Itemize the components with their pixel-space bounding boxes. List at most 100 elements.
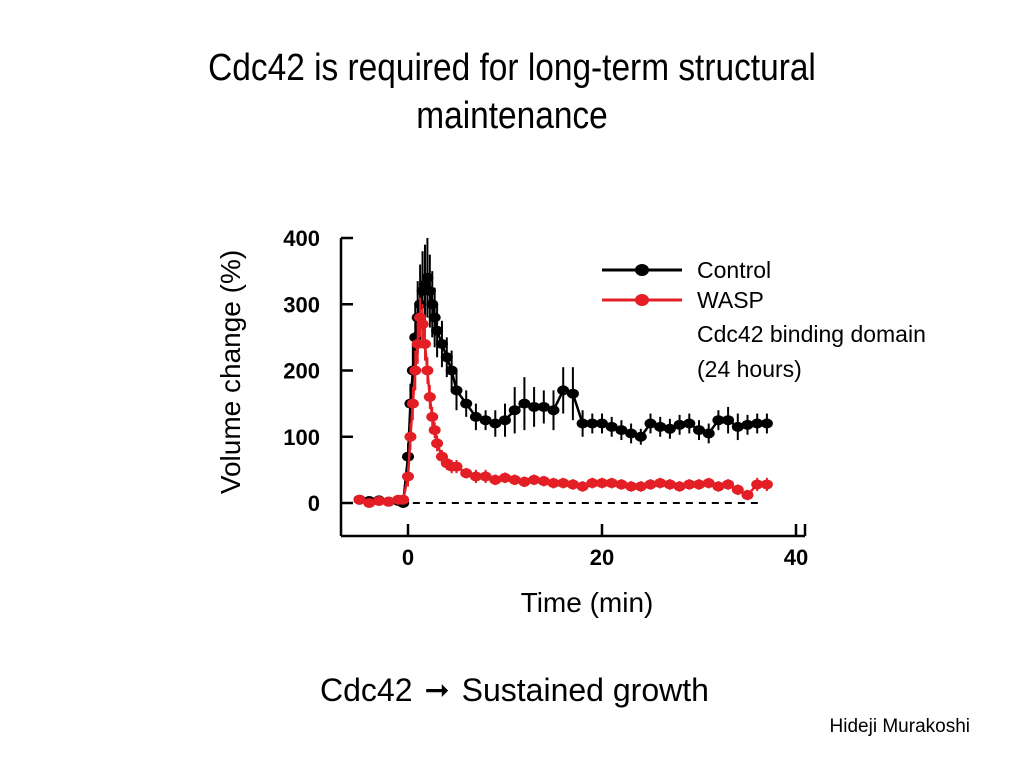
y-axis-label: Volume change (%)	[215, 250, 246, 494]
author-name: Hideji Murakoshi	[829, 716, 970, 737]
legend-label: Control	[697, 257, 771, 283]
data-point	[702, 428, 715, 439]
right-arrow-icon: ➞	[424, 674, 450, 707]
data-point	[528, 474, 541, 485]
data-point	[596, 418, 608, 429]
data-point	[469, 411, 482, 422]
data-point	[751, 479, 764, 490]
data-point	[423, 392, 436, 402]
data-point	[426, 411, 439, 422]
data-point	[409, 365, 422, 376]
data-point	[479, 471, 492, 482]
data-point	[712, 415, 725, 426]
data-point	[615, 479, 628, 490]
data-point	[644, 418, 657, 429]
data-point	[760, 479, 773, 490]
data-point	[576, 418, 589, 429]
data-point	[404, 431, 417, 442]
data-point	[741, 490, 754, 501]
data-point	[625, 428, 638, 439]
data-point	[693, 479, 705, 490]
data-point	[683, 418, 696, 429]
conclusion-right: Sustained growth	[461, 672, 709, 708]
data-point	[508, 405, 521, 416]
data-point	[382, 496, 395, 507]
slide-title-line-1: Cdc42 is required for long-term structur…	[208, 47, 816, 89]
x-tick-label: 20	[590, 545, 614, 570]
data-point	[450, 385, 463, 396]
data-point	[605, 421, 618, 432]
data-point	[421, 365, 434, 376]
y-tick-label: 400	[283, 226, 320, 251]
data-point	[557, 478, 570, 489]
data-point	[731, 421, 744, 432]
slide-title: Cdc42 is required for long-term structur…	[149, 44, 874, 140]
data-point	[363, 498, 376, 508]
data-point	[683, 479, 696, 490]
data-point	[693, 425, 705, 436]
data-point	[586, 478, 599, 489]
data-point	[634, 431, 647, 442]
data-point	[402, 471, 414, 482]
y-tick-label: 0	[308, 491, 320, 516]
data-point	[528, 401, 541, 412]
data-point	[566, 479, 579, 490]
data-point	[654, 421, 667, 432]
data-point	[499, 415, 511, 426]
data-point	[712, 481, 725, 492]
data-point	[547, 478, 560, 489]
data-point	[673, 419, 686, 430]
data-point	[353, 494, 366, 505]
data-point	[460, 398, 473, 409]
y-tick-label: 200	[283, 359, 320, 384]
data-point	[450, 461, 463, 472]
data-point	[416, 319, 429, 330]
data-point	[566, 388, 579, 399]
legend-swatch-marker	[635, 294, 649, 306]
legend-note: (24 hours)	[697, 356, 802, 382]
data-point	[673, 481, 686, 492]
data-point	[469, 471, 482, 482]
data-point	[508, 474, 521, 485]
conclusion-left: Cdc42	[320, 672, 413, 708]
data-point	[435, 339, 448, 349]
data-point	[731, 484, 744, 495]
data-point	[760, 418, 773, 429]
data-point	[576, 481, 589, 492]
data-point	[702, 478, 715, 489]
x-axis-label: Time (min)	[521, 587, 654, 618]
data-point	[428, 425, 441, 436]
conclusion-statement: Cdc42 ➞ Sustained growth	[320, 672, 709, 709]
data-point	[445, 365, 458, 376]
series-wasp	[353, 297, 773, 508]
data-point	[489, 418, 502, 429]
data-point	[615, 425, 628, 436]
data-point	[431, 438, 444, 449]
data-point	[586, 418, 599, 429]
data-point	[479, 415, 492, 426]
data-point	[397, 494, 410, 505]
x-tick-label: 40	[784, 545, 808, 570]
data-point	[489, 474, 502, 485]
data-point	[625, 481, 638, 492]
legend-label: WASP	[697, 287, 764, 313]
data-point	[557, 385, 570, 396]
y-tick-label: 300	[283, 292, 320, 317]
y-tick-label: 100	[283, 425, 320, 450]
legend-note: Cdc42 binding domain	[697, 321, 926, 347]
data-point	[654, 478, 667, 489]
slide-title-line-2: maintenance	[416, 95, 608, 137]
legend-swatch-marker	[635, 264, 649, 276]
data-point	[518, 398, 531, 409]
data-point	[499, 472, 511, 483]
data-point	[644, 479, 657, 490]
data-point	[518, 476, 531, 487]
data-point	[722, 415, 735, 426]
data-point	[547, 405, 560, 416]
data-point	[663, 479, 676, 490]
data-point	[605, 478, 618, 489]
data-point	[460, 468, 473, 479]
data-point	[372, 496, 385, 507]
data-point	[722, 479, 735, 490]
